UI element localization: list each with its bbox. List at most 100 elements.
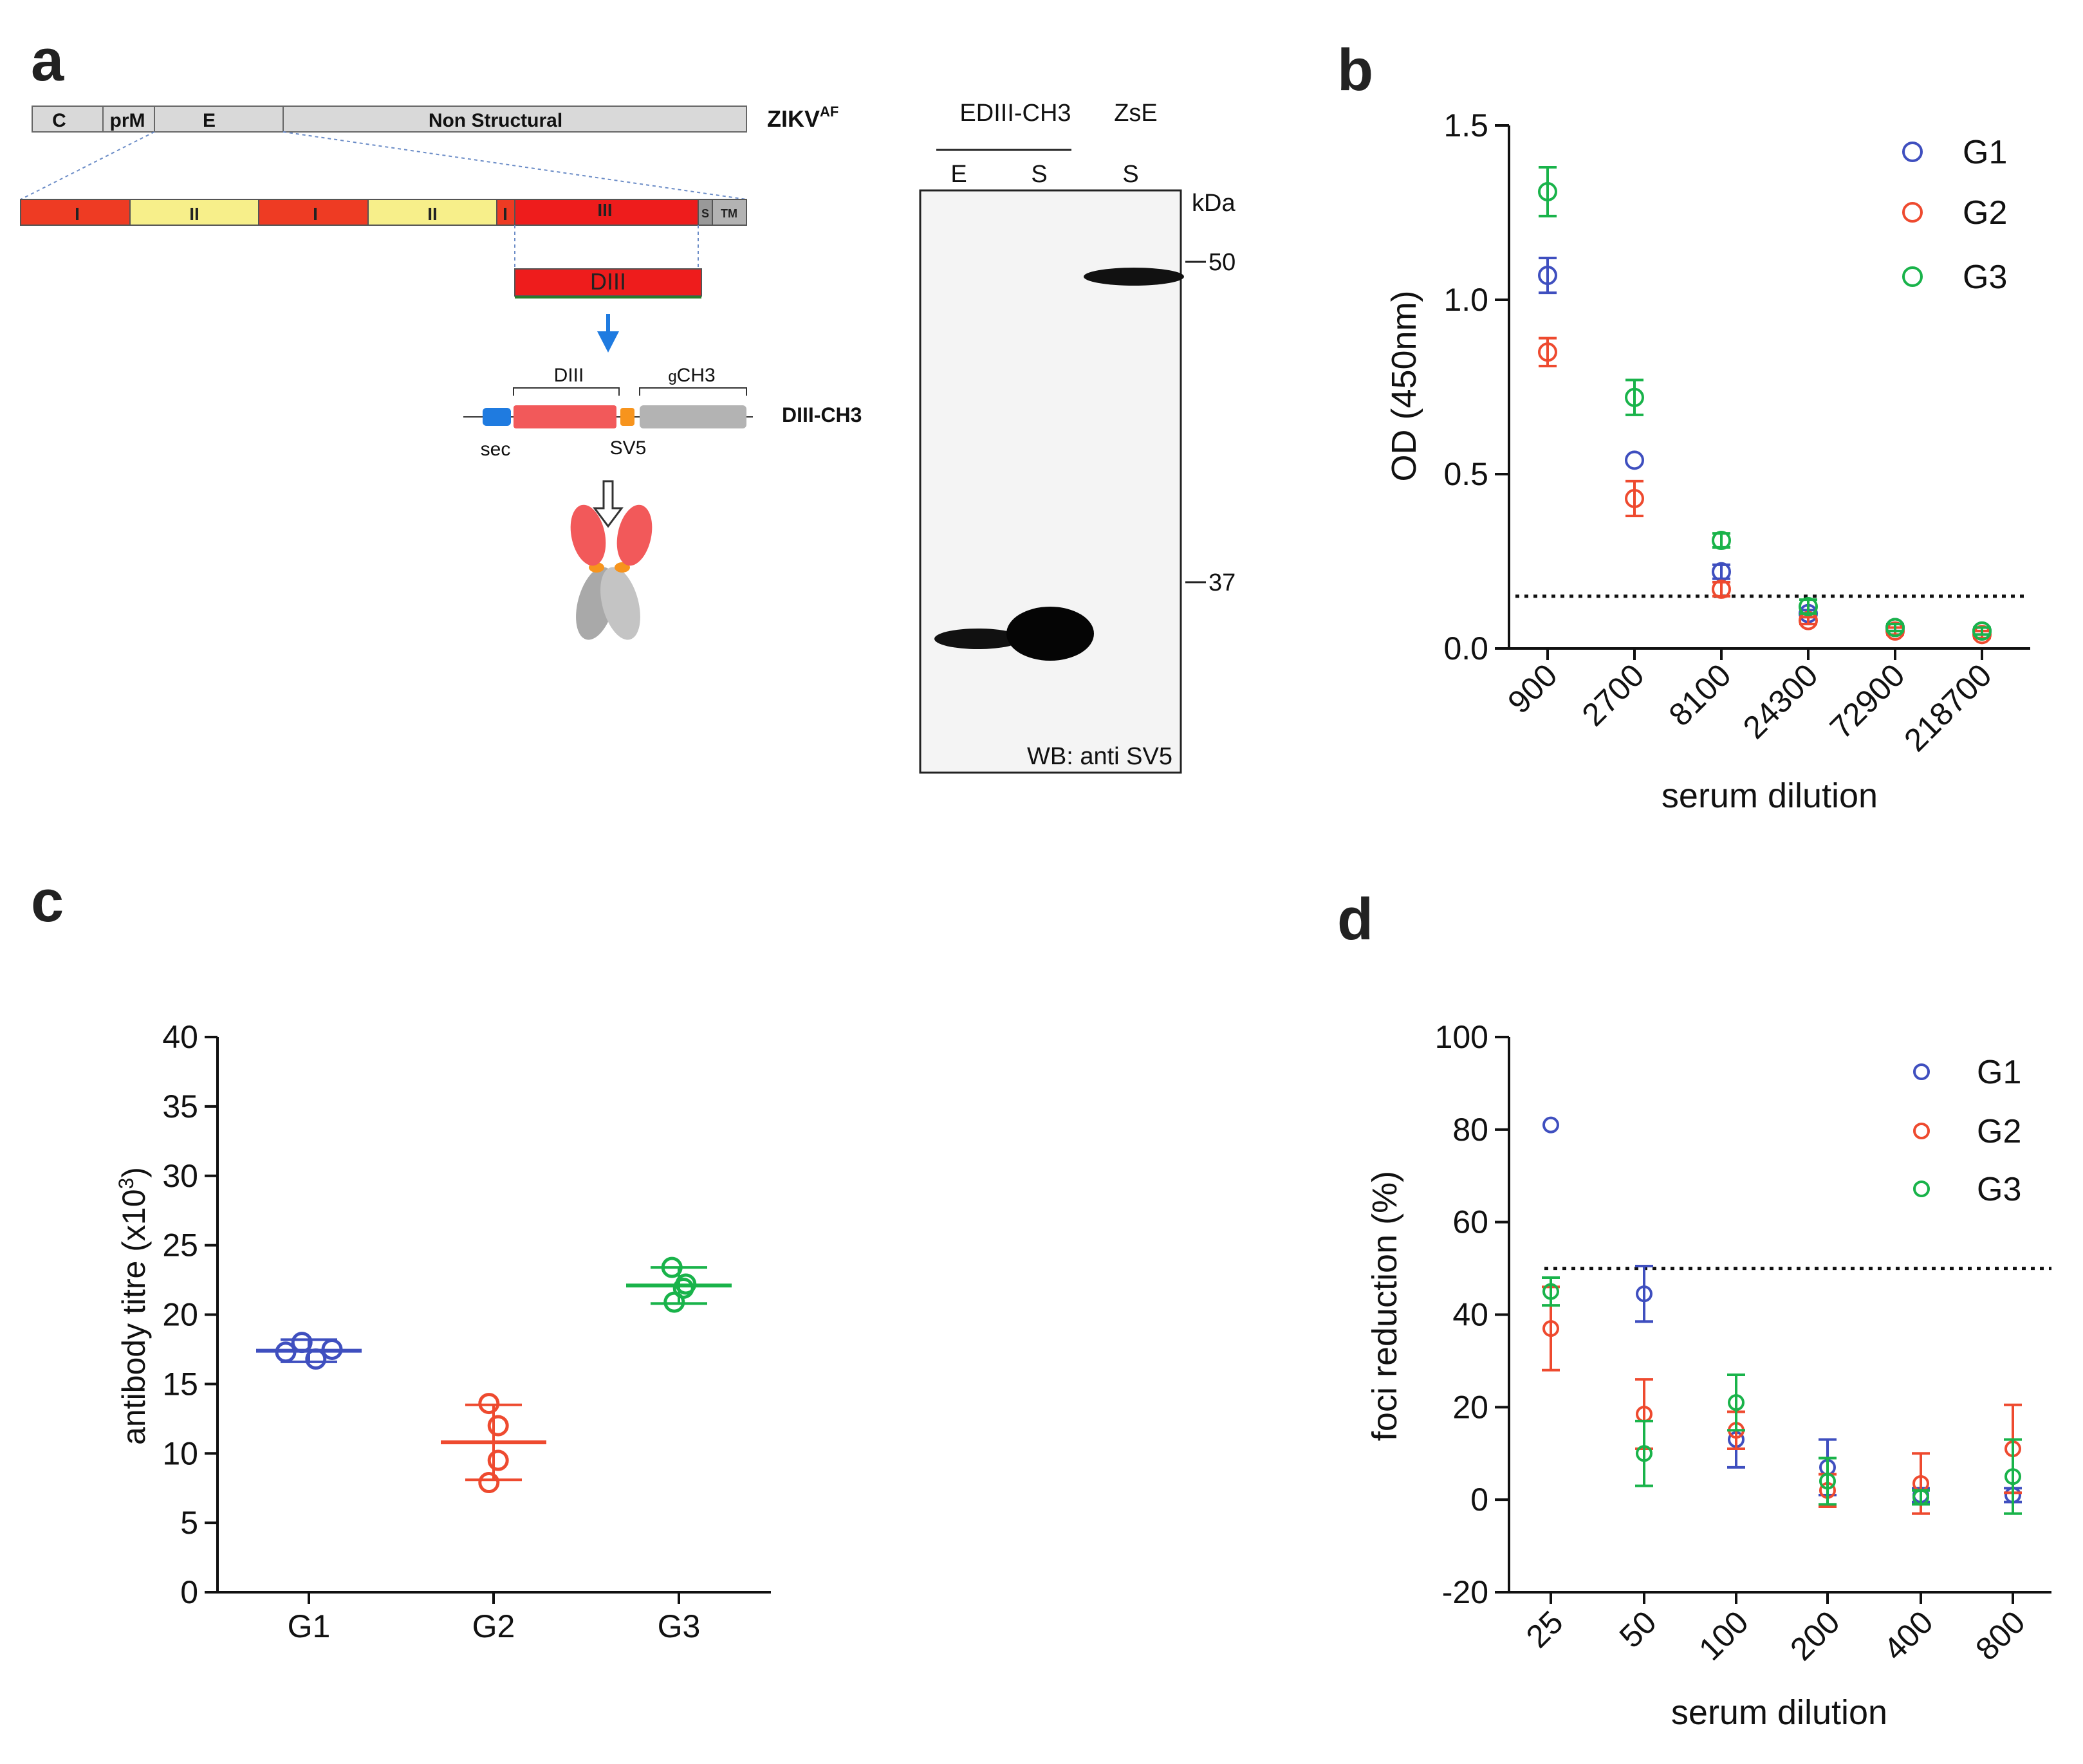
panel-label-d: d — [1337, 887, 1373, 952]
d-xtick-label: 100 — [1692, 1604, 1755, 1668]
d-legend-g2: G2 — [1977, 1113, 2021, 1150]
blot-group2-label: ZsE — [1114, 100, 1158, 127]
d-legend-g3-marker — [1913, 1181, 1930, 1197]
domain-bar — [20, 199, 747, 226]
b-point-g3 — [1625, 387, 1644, 407]
c-xtick-label: G3 — [658, 1608, 701, 1644]
d-legend: G1 G2 G3 — [1913, 1054, 2021, 1208]
b-point-g3 — [1712, 530, 1731, 550]
genome-seg-prm — [102, 106, 155, 133]
domain-i-1 — [20, 199, 131, 226]
blot-marker-37: 37 — [1208, 569, 1236, 596]
construct-sec — [483, 408, 511, 426]
b-legend-g3-marker — [1902, 266, 1923, 287]
d-point-g3 — [2004, 1468, 2021, 1485]
c-ytick-label: 15 — [162, 1366, 198, 1402]
hollow-arrow-icon — [593, 480, 624, 528]
construct-gch3-label: gCH3 — [668, 365, 715, 386]
b-xtick-label: 2700 — [1575, 657, 1651, 733]
c-ytick-label: 5 — [180, 1505, 198, 1541]
construct-gch3-bracket — [639, 387, 747, 396]
c-ytick-label: 35 — [162, 1089, 198, 1125]
c-ytick-label: 40 — [162, 1019, 198, 1055]
domain-ii-2 — [367, 199, 497, 226]
c-point-g2 — [478, 1472, 500, 1494]
c-point-g2 — [487, 1415, 509, 1437]
d-point-g1 — [1542, 1116, 1559, 1134]
domain-label-i-3: I — [503, 204, 508, 224]
b-point-g3 — [1972, 621, 1992, 641]
b-ylabel: OD (450nm) — [1385, 290, 1423, 481]
b-point-g2 — [1538, 342, 1557, 362]
c-point-g3 — [661, 1256, 683, 1278]
d-ytick-label: 0 — [1470, 1482, 1488, 1518]
d-xtick-label: 25 — [1519, 1604, 1570, 1655]
c-ytick-label: 10 — [162, 1435, 198, 1471]
c-ylabel: antibody titre (x103) — [115, 1167, 152, 1445]
c-point-g2 — [487, 1449, 509, 1471]
b-xtick-label: 8100 — [1662, 657, 1738, 733]
b-legend-g2-marker — [1902, 202, 1923, 223]
blot-lane-1-label: E — [950, 161, 967, 188]
blot-lane-2-label: S — [1031, 161, 1047, 188]
b-xtick-label: 24300 — [1736, 657, 1825, 746]
domain-iii — [514, 199, 699, 226]
expansion-line-right — [282, 131, 747, 200]
d-xtick-label: 200 — [1783, 1604, 1847, 1668]
b-legend-g1-marker — [1902, 142, 1923, 162]
d-ylabel: foci reduction (%) — [1366, 1171, 1404, 1441]
b-ytick-label: 0.5 — [1443, 456, 1488, 492]
d-ytick-label: 80 — [1452, 1112, 1488, 1148]
blot-band-edii-s — [1006, 607, 1094, 661]
b-point-g1 — [1625, 450, 1644, 470]
d-point-g3 — [1728, 1394, 1745, 1411]
blot-marker-50: 50 — [1208, 249, 1236, 276]
panel-label-a: a — [31, 28, 64, 93]
expansion-line-left — [20, 131, 155, 200]
construct-sec-label: sec — [481, 439, 511, 460]
panel-label-b: b — [1337, 37, 1373, 103]
blot-band-zse — [1084, 268, 1184, 286]
c-xtick-label: G2 — [472, 1608, 515, 1644]
domain-label-ii-1: II — [189, 204, 199, 224]
d-point-g2 — [1542, 1320, 1559, 1337]
c-point-g2 — [478, 1393, 500, 1415]
domain-label-ii-2: II — [427, 204, 438, 224]
b-point-g2 — [1712, 579, 1731, 599]
c-point-g3 — [675, 1273, 697, 1295]
b-legend-g1: G1 — [1963, 134, 2007, 171]
diii-label: DIII — [590, 268, 626, 295]
b-point-g3 — [1538, 181, 1557, 201]
d-xlabel: serum dilution — [1671, 1693, 1887, 1732]
blot-group1-label: EDIII-CH3 — [959, 100, 1071, 127]
domain-label-s: S — [701, 207, 709, 220]
dimer-protein-icon — [570, 504, 653, 640]
b-point-g3 — [1799, 596, 1818, 616]
panel-b-chart: 0.00.51.01.5 900 2700 81002430072900218700… — [1385, 107, 2030, 815]
d-xtick-label: 800 — [1968, 1604, 2032, 1668]
d-point-g3 — [1819, 1473, 1836, 1490]
b-point-g3 — [1885, 618, 1905, 638]
b-ytick-label: 1.0 — [1443, 282, 1488, 318]
construct-sv5 — [620, 408, 634, 426]
d-point-g3 — [1542, 1283, 1559, 1300]
b-ytick-label: 1.5 — [1443, 107, 1488, 143]
c-ytick-label: 25 — [162, 1227, 198, 1263]
d-ytick-label: -20 — [1442, 1574, 1488, 1610]
construct-diii-bracket — [513, 387, 620, 396]
c-point-g3 — [663, 1291, 685, 1313]
d-point-g3 — [1636, 1445, 1653, 1462]
b-point-g2 — [1625, 488, 1644, 508]
genome-label-c: C — [52, 110, 66, 131]
c-point-g1 — [321, 1338, 343, 1360]
b-legend-g3: G3 — [1963, 259, 2007, 296]
construct-sv5-label: SV5 — [610, 437, 647, 459]
construct-diii-label: DIII — [554, 365, 584, 386]
genome-seg-c — [32, 106, 104, 133]
b-legend: G1 G2 G3 — [1902, 134, 2007, 296]
d-point-g1 — [1636, 1285, 1653, 1303]
b-ytick-label: 0.0 — [1443, 630, 1488, 666]
domain-label-i-2: I — [313, 204, 318, 224]
